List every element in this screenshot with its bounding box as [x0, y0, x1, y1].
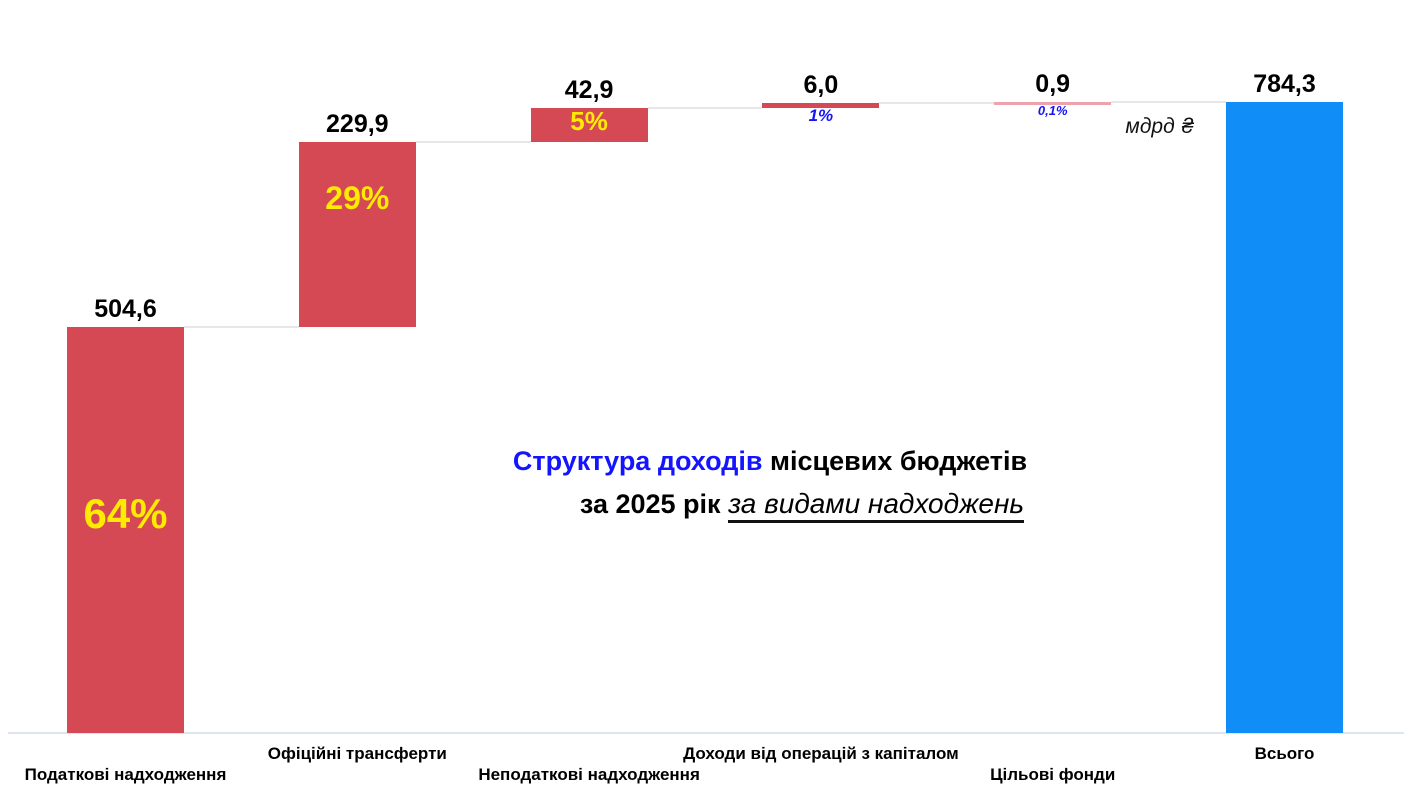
bar-1-segment	[67, 327, 184, 733]
chart-title-line-1: Структура доходів місцевих бюджетів	[440, 444, 1100, 478]
connector-line	[1111, 101, 1226, 103]
bar-percent-label: 0,1%	[1037, 102, 1068, 118]
x-axis-line	[8, 732, 1404, 734]
bar-4-segment	[762, 102, 880, 108]
bar-percent-label: 64%	[83, 489, 168, 537]
bar-value-label: 504,6	[94, 295, 157, 324]
chart-title: Структура доходів місцевих бюджетів за 2…	[440, 444, 1100, 523]
category-label-5: Цільові фонди	[990, 765, 1116, 784]
bar-value-label: 42,9	[564, 75, 614, 104]
connector-line	[647, 106, 763, 109]
unit-label: мдрд ₴	[1125, 115, 1195, 138]
bar-5-segment	[994, 102, 1112, 105]
connector-line	[184, 326, 299, 329]
chart-title-line-2: за 2025 рік за видами надходжень	[440, 487, 1100, 523]
connector-line	[879, 101, 995, 104]
category-label-3: Неподаткові надходження	[478, 765, 700, 784]
bar-value-label: 784,3	[1253, 70, 1316, 98]
bar-3-segment	[530, 107, 648, 143]
title-plain-text: місцевих бюджетів	[762, 446, 1028, 476]
bar-value-label: 229,9	[326, 110, 389, 139]
title-year-text: за 2025 рік	[579, 489, 729, 519]
category-label-6: Всього	[1254, 744, 1315, 763]
bar-percent-label: 1%	[808, 105, 834, 125]
connector-line	[415, 141, 531, 144]
title-underlined-text: за видами надходжень	[728, 488, 1025, 523]
title-highlight-text: Структура доходів	[512, 446, 763, 476]
bar-percent-label: 29%	[325, 179, 390, 216]
category-label-2: Офіційні трансферти	[267, 744, 447, 763]
category-label-4: Доходи від операцій з капіталом	[683, 744, 959, 763]
bar-value-label: 6,0	[803, 70, 839, 99]
bar-value-label: 0,9	[1035, 70, 1071, 98]
bar-percent-label: 5%	[570, 105, 608, 136]
bar-2-segment	[298, 142, 416, 328]
category-label-1: Податкові надходження	[24, 765, 227, 784]
bar-6-total	[1226, 102, 1343, 733]
